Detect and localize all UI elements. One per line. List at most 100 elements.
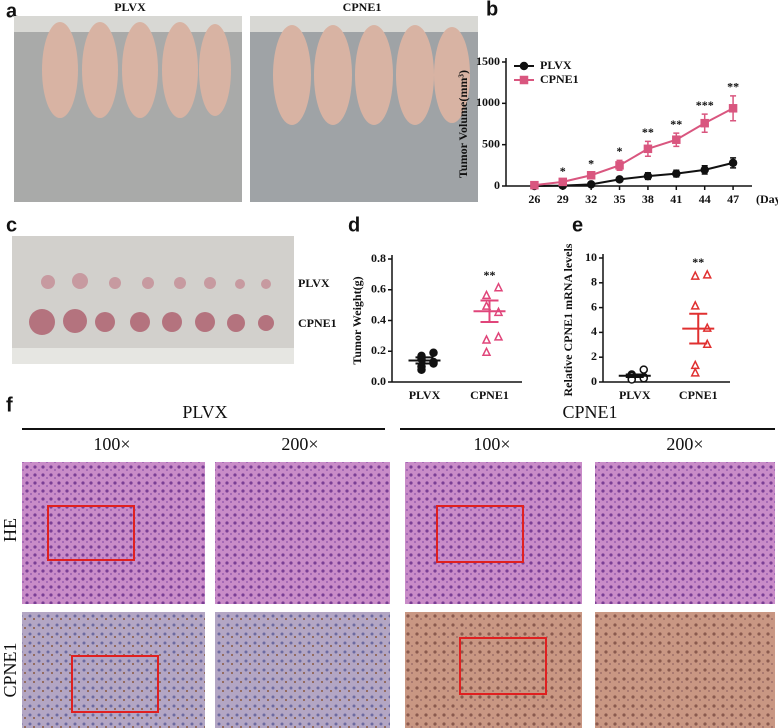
y-axis-label: Relative CPNE1 mRNA levels	[561, 243, 575, 396]
group-header: PLVX	[182, 402, 227, 422]
x-tick-label: 26	[528, 192, 540, 206]
legend-label: PLVX	[540, 58, 572, 72]
data-point	[728, 158, 738, 168]
data-point	[519, 61, 529, 71]
x-tick-label: PLVX	[409, 388, 441, 402]
row-label: HE	[0, 518, 20, 542]
y-tick-label: 10	[585, 250, 597, 264]
data-point	[728, 104, 738, 113]
histology-images	[22, 462, 775, 728]
series-line	[534, 107, 734, 187]
data-point	[429, 348, 438, 358]
significance: **	[642, 125, 654, 139]
significance: *	[560, 164, 566, 178]
x-tick-label: 32	[585, 192, 597, 206]
significance: **	[727, 80, 739, 94]
data-point	[700, 118, 709, 128]
x-tick-label: CPNE1	[470, 388, 509, 402]
photo-label: PLVX	[114, 0, 146, 14]
y-tick-label: 0.4	[371, 312, 386, 326]
data-point	[417, 365, 426, 374]
panel-letter: d	[348, 214, 360, 236]
photo-label: PLVX	[298, 276, 330, 290]
significance: ***	[696, 98, 714, 112]
y-tick-label: 0.6	[371, 282, 386, 296]
data-point	[558, 177, 568, 187]
y-tick-label: 0.0	[371, 374, 386, 388]
data-point	[639, 365, 648, 374]
tumor-photo	[12, 236, 294, 364]
data-point	[690, 270, 700, 280]
x-tick-label: 38	[642, 192, 654, 206]
data-point	[690, 367, 700, 377]
panel-letter: b	[486, 0, 498, 20]
data-point	[493, 282, 504, 292]
photo-label: CPNE1	[343, 0, 382, 14]
magnification: 100×	[473, 434, 510, 454]
magnification: 100×	[93, 434, 130, 454]
y-tick-label: 0.8	[371, 251, 386, 265]
data-point	[643, 171, 653, 181]
panel-letter: f	[6, 394, 13, 416]
panel-letter: e	[572, 214, 583, 236]
panel-letter: c	[6, 214, 17, 236]
y-tick-label: 8	[591, 275, 597, 289]
data-point	[672, 135, 681, 144]
sem-bar	[415, 356, 434, 365]
significance: **	[484, 268, 496, 282]
y-tick-label: 4	[591, 324, 597, 338]
y-tick-label: 2	[591, 349, 597, 363]
data-point	[493, 331, 504, 341]
y-tick-label: 0	[591, 374, 597, 388]
y-tick-label: 1500	[476, 54, 500, 68]
x-axis-label: (Days)	[756, 192, 778, 206]
data-point	[690, 300, 700, 310]
significance: *	[588, 157, 594, 171]
mouse-photo	[14, 16, 242, 202]
significance: **	[692, 255, 704, 269]
data-point	[615, 161, 624, 170]
x-tick-label: 44	[699, 192, 711, 206]
data-point	[481, 334, 492, 344]
sem-bar	[689, 312, 708, 345]
data-point	[700, 165, 709, 175]
x-tick-label: 41	[670, 192, 682, 206]
data-point	[586, 180, 596, 189]
x-tick-label: 35	[614, 192, 626, 206]
y-axis-label: Tumor Volume(mm³)	[456, 70, 470, 178]
significance: **	[670, 117, 682, 131]
x-tick-label: PLVX	[619, 388, 651, 402]
magnification: 200×	[281, 434, 318, 454]
x-tick-label: 29	[557, 192, 569, 206]
y-tick-label: 0.2	[371, 343, 386, 357]
y-axis-label: Tumor Weight(g)	[350, 276, 364, 364]
significance: *	[617, 144, 623, 158]
y-tick-label: 500	[482, 136, 500, 150]
data-point	[530, 180, 539, 190]
mouse-photo	[250, 16, 478, 202]
data-point	[643, 144, 653, 154]
y-tick-label: 6	[591, 299, 597, 313]
legend-label: CPNE1	[540, 72, 579, 86]
x-tick-label: 47	[727, 192, 739, 206]
magnification: 200×	[666, 434, 703, 454]
sem-bar	[480, 299, 499, 324]
y-tick-label: 1000	[476, 95, 500, 109]
data-point	[481, 300, 492, 310]
group-header: CPNE1	[562, 402, 617, 422]
x-tick-label: CPNE1	[679, 388, 718, 402]
data-point	[672, 169, 681, 178]
sem-bar	[625, 373, 644, 379]
data-point	[615, 175, 624, 184]
row-label: CPNE1	[0, 642, 20, 697]
photo-label: CPNE1	[298, 316, 337, 330]
data-point	[702, 269, 712, 279]
y-tick-label: 0	[494, 178, 500, 192]
series-line	[534, 161, 734, 187]
data-point	[519, 75, 529, 85]
data-point	[586, 171, 596, 180]
data-point	[481, 289, 492, 300]
data-point	[481, 346, 492, 357]
